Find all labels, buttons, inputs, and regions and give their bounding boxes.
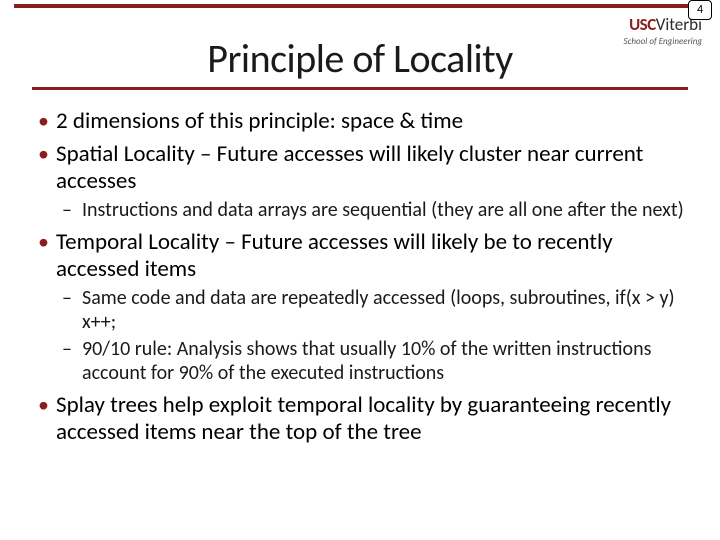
bullet-text: Spatial Locality – Future accesses will … — [56, 140, 643, 195]
sub-bullet-list: Same code and data are repeatedly access… — [56, 287, 690, 385]
slide-title: Principle of Locality — [24, 0, 696, 87]
title-underline — [32, 87, 688, 90]
slide-content: 2 dimensions of this principle: space & … — [24, 108, 696, 446]
bullet-item: Spatial Locality – Future accesses will … — [34, 141, 690, 223]
logo-subtitle: School of Engineering — [624, 36, 702, 47]
logo-usc-text: USC — [629, 14, 656, 35]
sub-bullet-item: Instructions and data arrays are sequent… — [56, 199, 690, 223]
bullet-text: Temporal Locality – Future accesses will… — [56, 228, 613, 283]
bullet-item: Temporal Locality – Future accesses will… — [34, 229, 690, 386]
page-number-box: 4 — [688, 0, 712, 20]
sub-bullet-item: Same code and data are repeatedly access… — [56, 287, 690, 334]
slide: 4 USCViterbi School of Engineering Princ… — [0, 0, 720, 540]
bullet-item: Splay trees help exploit temporal locali… — [34, 392, 690, 446]
top-accent-bar — [14, 4, 706, 8]
sub-bullet-item: 90/10 rule: Analysis shows that usually … — [56, 338, 690, 385]
sub-bullet-list: Instructions and data arrays are sequent… — [56, 199, 690, 223]
bullet-list: 2 dimensions of this principle: space & … — [34, 108, 690, 446]
bullet-item: 2 dimensions of this principle: space & … — [34, 108, 690, 135]
bullet-text: Splay trees help exploit temporal locali… — [56, 391, 671, 446]
bullet-text: 2 dimensions of this principle: space & … — [56, 107, 463, 135]
